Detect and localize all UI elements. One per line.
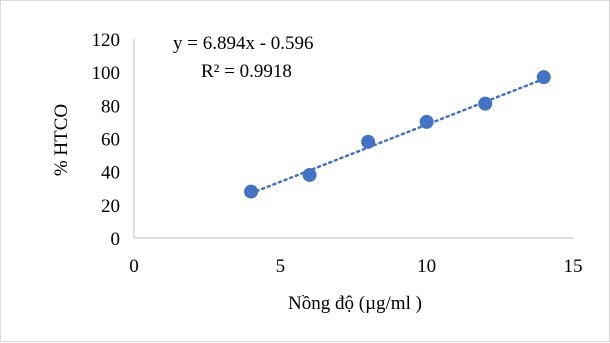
x-tick-label: 0 bbox=[129, 256, 139, 277]
data-point bbox=[478, 96, 493, 111]
data-point bbox=[244, 184, 259, 199]
axes bbox=[133, 39, 573, 239]
y-tick-label: 120 bbox=[92, 30, 121, 51]
tick-labels: 0 20 40 60 80 100 120 0 5 10 15 bbox=[92, 30, 583, 277]
x-axis-title: Nồng độ (µg/ml ) bbox=[288, 293, 422, 314]
r-squared-label: R² = 0.9918 bbox=[201, 61, 292, 82]
y-axis-title: % HTCO bbox=[51, 104, 72, 176]
data-point bbox=[302, 167, 317, 182]
y-tick-label: 60 bbox=[101, 130, 120, 151]
trendline-equation: y = 6.894x - 0.596 bbox=[173, 33, 314, 54]
points-group bbox=[244, 70, 551, 199]
y-tick-label: 40 bbox=[101, 163, 120, 184]
y-tick-label: 0 bbox=[111, 229, 121, 250]
x-tick-label: 5 bbox=[276, 256, 286, 277]
y-tick-label: 20 bbox=[101, 196, 120, 217]
x-tick-label: 10 bbox=[417, 256, 436, 277]
data-point bbox=[419, 114, 434, 129]
trendline bbox=[249, 77, 545, 195]
trendline-group bbox=[249, 77, 545, 195]
data-point bbox=[361, 134, 376, 149]
y-tick-label: 80 bbox=[101, 96, 120, 117]
x-tick-label: 15 bbox=[564, 256, 583, 277]
data-point bbox=[536, 70, 551, 85]
y-tick-label: 100 bbox=[92, 63, 121, 84]
